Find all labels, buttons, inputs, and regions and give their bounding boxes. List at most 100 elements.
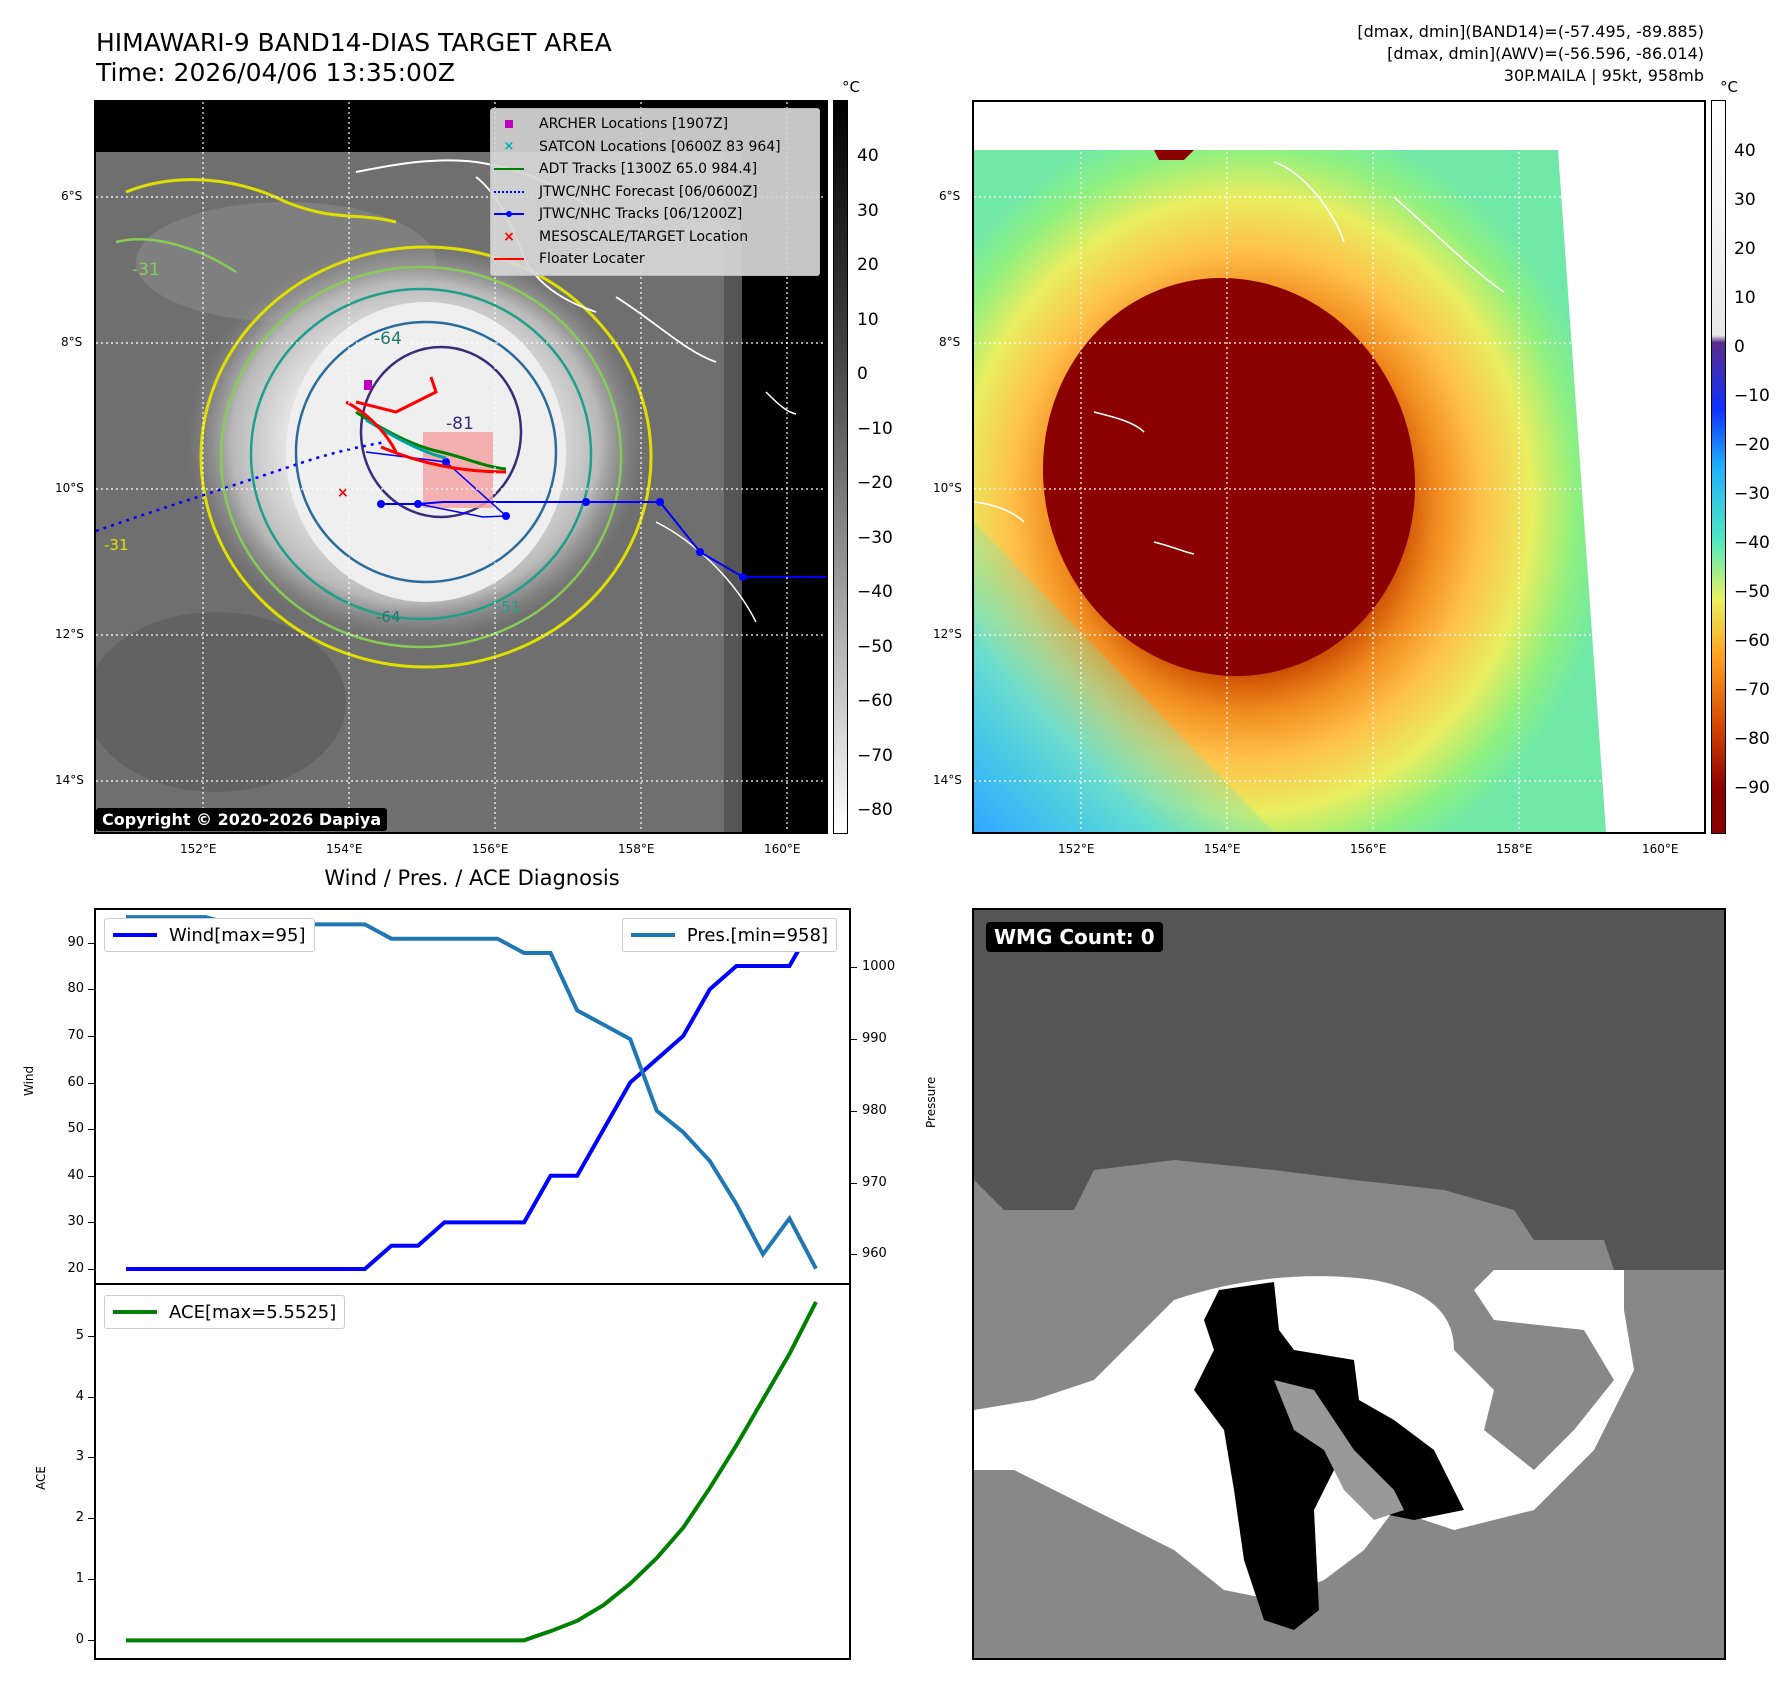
x-marker-icon: × — [503, 228, 515, 245]
awv-colorbar-tick: 40 — [1734, 141, 1756, 161]
lon-tick: 158°E — [618, 842, 655, 856]
wind-pressure-panel: Wind[max=95] Pres.[min=958] — [94, 908, 851, 1285]
wind-axis-label: Wind — [22, 1065, 36, 1096]
wind-pressure-chart — [125, 915, 818, 1272]
legend-item-archer: ARCHER Locations [1907Z] — [491, 113, 819, 136]
pressure-legend: Pres.[min=958] — [621, 918, 837, 952]
ir-colorbar-tick: −30 — [857, 527, 893, 548]
lat-tick: 6°S — [939, 189, 961, 203]
ace-axis-tick: 2 — [75, 1510, 84, 1526]
legend-label: JTWC/NHC Tracks [06/1200Z] — [539, 206, 743, 223]
legend-item-mesoscale: × MESOSCALE/TARGET Location — [491, 226, 819, 249]
awv-colorbar-unit: °C — [1720, 78, 1738, 96]
contour-label: -81 — [446, 414, 474, 434]
ir-map-panel: × -31 -64 -81 -64 -51 -31 ARCHER Locatio… — [94, 100, 828, 834]
contour-label: -51 — [496, 598, 521, 616]
wind-axis-tick: 70 — [67, 1027, 84, 1043]
ace-axis-tick: 3 — [75, 1449, 84, 1465]
contour-label: -64 — [374, 329, 402, 349]
series-line-ace — [126, 1301, 818, 1643]
lat-tick: 14°S — [55, 773, 84, 787]
pressure-axis-tick: 990 — [862, 1031, 887, 1047]
awv-colorbar-tick: −80 — [1734, 729, 1770, 749]
wmg-panel: WMG Count: 0 — [972, 908, 1726, 1660]
legend-item-forecast: JTWC/NHC Forecast [06/0600Z] — [491, 181, 819, 204]
legend-label: ARCHER Locations [1907Z] — [539, 116, 729, 133]
awv-colorbar-tick: −30 — [1734, 484, 1770, 504]
axis-tick-mark — [88, 1335, 94, 1337]
pressure-axis-tick: 980 — [862, 1102, 887, 1118]
lon-tick: 154°E — [1204, 842, 1241, 856]
lon-tick: 154°E — [326, 842, 363, 856]
ir-colorbar-tick: −40 — [857, 582, 893, 602]
map-legend: ARCHER Locations [1907Z] × SATCON Locati… — [490, 108, 820, 276]
info-band14: [dmax, dmin](BAND14)=(-57.495, -89.885) — [1357, 22, 1704, 41]
lat-tick: 12°S — [933, 627, 962, 641]
lat-tick: 10°S — [933, 481, 962, 495]
copyright-badge: Copyright © 2020-2026 Dapiya — [96, 808, 388, 831]
ir-colorbar-tick: 0 — [857, 364, 868, 384]
ir-colorbar-tick: 30 — [857, 200, 879, 221]
dot-line-icon — [494, 211, 524, 218]
lon-tick: 158°E — [1496, 842, 1533, 856]
line-marker-icon — [494, 258, 524, 261]
ace-axis-tick: 1 — [75, 1571, 84, 1587]
ace-panel: ACE[max=5.5525] — [94, 1283, 851, 1660]
legend-label: JTWC/NHC Forecast [06/0600Z] — [539, 183, 758, 200]
ir-colorbar — [833, 100, 848, 834]
ir-colorbar-tick: −70 — [857, 745, 893, 766]
line-marker-icon — [494, 168, 524, 171]
ace-legend-label: ACE[max=5.5525] — [169, 1301, 337, 1323]
awv-map-panel — [972, 100, 1706, 834]
awv-colorbar-tick: 0 — [1734, 337, 1745, 357]
figure-title: HIMAWARI-9 BAND14-DIAS TARGET AREA — [96, 28, 612, 57]
axis-tick-mark — [88, 1129, 94, 1131]
lat-tick: 10°S — [55, 481, 84, 495]
legend-label: MESOSCALE/TARGET Location — [539, 228, 749, 245]
axis-tick-mark — [851, 1110, 857, 1112]
axis-tick-mark — [88, 1222, 94, 1224]
lon-tick: 152°E — [1058, 842, 1095, 856]
wind-axis-tick: 80 — [67, 981, 84, 997]
axis-tick-mark — [88, 1579, 94, 1581]
legend-label: Floater Locater — [539, 251, 645, 268]
contour-label: -64 — [376, 608, 401, 626]
pressure-axis-label: Pressure — [924, 1076, 938, 1128]
lat-tick: 8°S — [939, 335, 961, 349]
awv-map-image — [974, 102, 1704, 832]
ace-axis-tick: 4 — [75, 1388, 84, 1404]
awv-colorbar-tick: −70 — [1734, 680, 1770, 700]
diagnosis-title: Wind / Pres. / ACE Diagnosis — [324, 866, 620, 890]
wind-legend-label: Wind[max=95] — [169, 924, 306, 946]
ir-colorbar-tick: 10 — [857, 309, 879, 330]
ir-colorbar-tick: 20 — [857, 255, 879, 275]
awv-colorbar-tick: −10 — [1734, 386, 1770, 406]
ace-chart — [125, 1301, 818, 1643]
lon-tick: 160°E — [764, 842, 801, 856]
ace-axis-label: ACE — [34, 1466, 48, 1490]
lat-tick: 12°S — [55, 627, 84, 641]
legend-item-adt: ADT Tracks [1300Z 65.0 984.4] — [491, 158, 819, 181]
axis-tick-mark — [851, 1182, 857, 1184]
ace-legend: ACE[max=5.5525] — [104, 1295, 346, 1329]
pressure-axis-tick: 960 — [862, 1246, 887, 1262]
lon-tick: 152°E — [180, 842, 217, 856]
ir-colorbar-tick: −10 — [857, 418, 893, 439]
lat-tick: 8°S — [61, 335, 83, 349]
awv-colorbar-tick: 20 — [1734, 239, 1756, 259]
legend-item-floater: Floater Locater — [491, 248, 819, 271]
axis-tick-mark — [851, 1254, 857, 1256]
awv-colorbar-tick: −50 — [1734, 582, 1770, 602]
wind-axis-tick: 30 — [67, 1214, 84, 1230]
awv-colorbar-tick: −90 — [1734, 778, 1770, 798]
lon-tick: 160°E — [1642, 842, 1679, 856]
awv-colorbar-tick: −40 — [1734, 533, 1770, 553]
pressure-legend-label: Pres.[min=958] — [686, 924, 828, 946]
dotted-line-icon — [494, 190, 524, 193]
ir-colorbar-unit: °C — [842, 78, 860, 96]
svg-text:×: × — [337, 485, 349, 501]
pressure-line-icon — [630, 933, 675, 937]
square-marker-icon — [505, 120, 513, 129]
wind-axis-tick: 60 — [67, 1074, 84, 1090]
awv-colorbar-tick: −60 — [1734, 631, 1770, 651]
